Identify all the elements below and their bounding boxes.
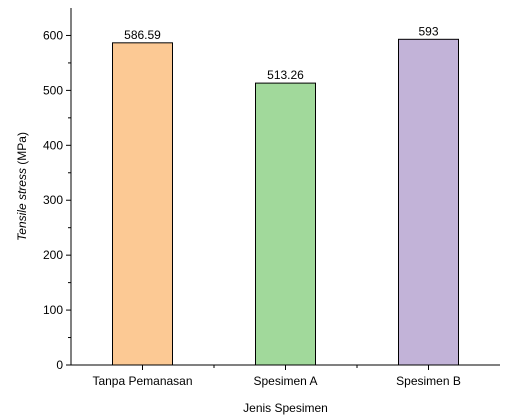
- bar-value-label: 593: [418, 24, 438, 38]
- y-tick-label: 100: [43, 303, 63, 317]
- bar-value-label: 586.59: [124, 28, 161, 42]
- y-tick-label: 200: [43, 248, 63, 262]
- x-tick-label: Spesimen A: [253, 374, 317, 388]
- y-axis-ticks: 0 100 200 300 400 500 600: [43, 28, 71, 372]
- x-axis-ticks: Tanpa Pemanasan Spesimen A Spesimen B: [92, 365, 461, 388]
- bar: [112, 42, 173, 366]
- y-axis-title: Tensile stress (MPa): [15, 132, 29, 241]
- bar: [398, 38, 459, 366]
- bars: 586.59 513.26 593: [112, 24, 459, 366]
- y-tick-label: 400: [43, 138, 63, 152]
- y-tick-label: 0: [56, 358, 63, 372]
- y-axis-title-quantity: Tensile stress: [15, 168, 29, 241]
- bar-value-label: 513.26: [267, 68, 304, 82]
- y-tick-label: 500: [43, 83, 63, 97]
- bar: [255, 82, 316, 366]
- y-tick-label: 600: [43, 28, 63, 42]
- y-tick-label: 300: [43, 193, 63, 207]
- x-tick-label: Tanpa Pemanasan: [92, 374, 192, 388]
- y-axis-title-unit: (MPa): [15, 132, 29, 168]
- x-tick-label: Spesimen B: [396, 374, 461, 388]
- x-axis-title: Jenis Spesimen: [243, 401, 328, 415]
